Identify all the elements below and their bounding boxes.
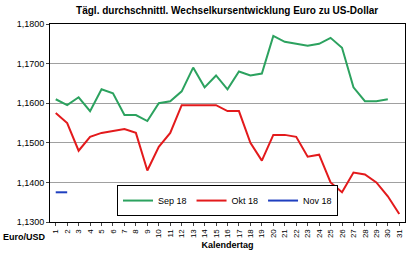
svg-text:7: 7 xyxy=(120,229,129,234)
svg-text:1,1600: 1,1600 xyxy=(17,98,45,108)
svg-text:27: 27 xyxy=(349,229,358,238)
svg-text:16: 16 xyxy=(223,229,232,238)
svg-text:21: 21 xyxy=(280,229,289,238)
svg-text:5: 5 xyxy=(97,229,106,234)
svg-text:24: 24 xyxy=(315,229,324,238)
svg-text:1: 1 xyxy=(51,229,60,234)
svg-text:1,1800: 1,1800 xyxy=(17,19,45,29)
svg-text:8: 8 xyxy=(131,229,140,234)
svg-text:28: 28 xyxy=(361,229,370,238)
svg-text:13: 13 xyxy=(189,229,198,238)
svg-text:4: 4 xyxy=(86,229,95,234)
svg-text:Okt 18: Okt 18 xyxy=(232,196,259,206)
svg-text:10: 10 xyxy=(154,229,163,238)
svg-text:1,1500: 1,1500 xyxy=(17,138,45,148)
svg-text:25: 25 xyxy=(326,229,335,238)
svg-text:26: 26 xyxy=(338,229,347,238)
svg-text:14: 14 xyxy=(200,229,209,238)
svg-text:3: 3 xyxy=(74,229,83,234)
svg-text:18: 18 xyxy=(246,229,255,238)
svg-text:6: 6 xyxy=(109,229,118,234)
svg-text:31: 31 xyxy=(395,229,404,238)
svg-text:Tägl. durchschnittl. Wechselku: Tägl. durchschnittl. Wechselkursentwickl… xyxy=(76,5,378,16)
svg-text:29: 29 xyxy=(372,229,381,238)
svg-text:Euro/USD: Euro/USD xyxy=(3,232,46,242)
svg-text:17: 17 xyxy=(235,229,244,238)
svg-text:1,1300: 1,1300 xyxy=(17,217,45,227)
svg-text:30: 30 xyxy=(383,229,392,238)
svg-text:11: 11 xyxy=(166,229,175,238)
svg-text:15: 15 xyxy=(212,229,221,238)
svg-text:19: 19 xyxy=(257,229,266,238)
svg-text:23: 23 xyxy=(303,229,312,238)
svg-text:Kalendertag: Kalendertag xyxy=(201,240,253,250)
svg-text:Sep 18: Sep 18 xyxy=(158,196,187,206)
svg-text:22: 22 xyxy=(292,229,301,238)
svg-text:1,1700: 1,1700 xyxy=(17,59,45,69)
svg-text:20: 20 xyxy=(269,229,278,238)
svg-text:1,1400: 1,1400 xyxy=(17,178,45,188)
svg-text:12: 12 xyxy=(177,229,186,238)
svg-text:2: 2 xyxy=(63,229,72,234)
svg-text:Nov 18: Nov 18 xyxy=(303,196,332,206)
svg-text:9: 9 xyxy=(143,229,152,234)
